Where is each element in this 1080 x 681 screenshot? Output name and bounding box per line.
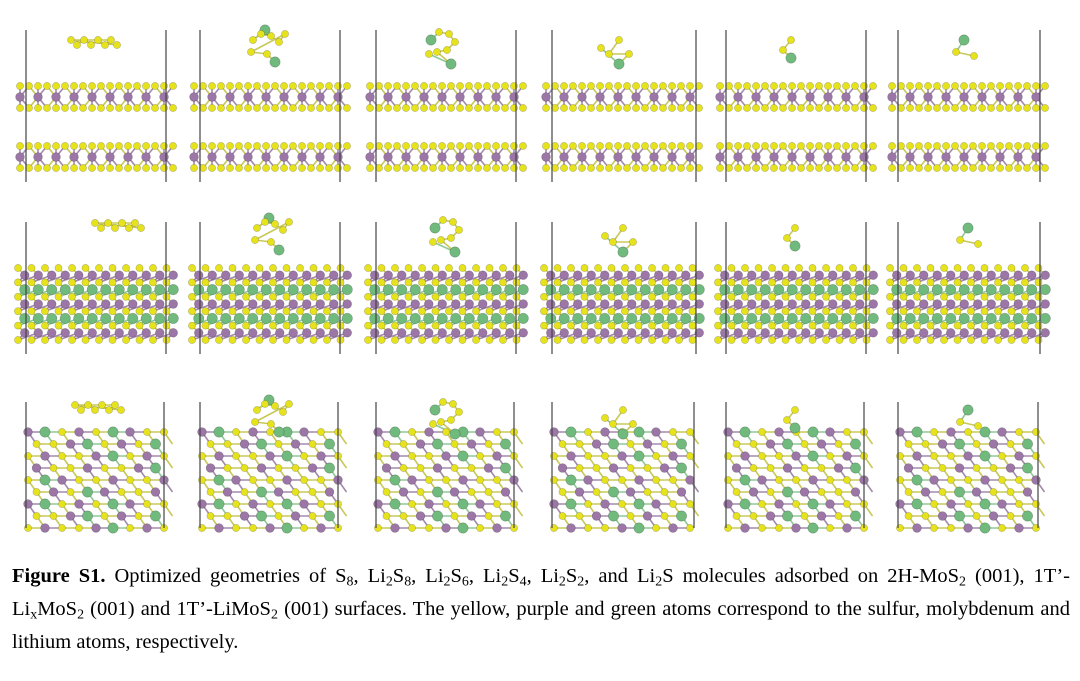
panel-1t-li-li2s8: [197, 394, 348, 534]
panel-1t-li-li2s2: [723, 402, 874, 534]
panel-1t-lix-li2s4: [540, 222, 705, 354]
panel-1t-li-s8: [23, 401, 174, 534]
panel-1t-lix-li2s8: [188, 212, 353, 354]
panel-2h-li2s2: [715, 30, 877, 182]
panel-1t-li-li2s: [895, 402, 1046, 534]
panel-1t-lix-li2s6: [364, 216, 529, 354]
panel-2h-s8: [15, 30, 177, 182]
caption-label: Figure S1.: [12, 565, 106, 587]
panel-1t-lix-li2s: [886, 222, 1051, 354]
panel-1t-lix-li2s2: [714, 222, 879, 354]
panel-2h-li2s8: [189, 24, 351, 182]
panel-2h-li2s4: [541, 30, 703, 182]
figure-caption: Figure S1. Optimized geometries of S8, L…: [12, 565, 1070, 653]
adsorption-geometries-figure: [14, 24, 1051, 534]
panel-1t-li-li2s6: [373, 398, 524, 534]
panel-2h-li2s6: [365, 28, 527, 182]
panel-1t-li-li2s4: [549, 402, 700, 534]
panel-2h-li2s: [887, 30, 1049, 182]
panel-1t-lix-s8: [14, 219, 179, 354]
